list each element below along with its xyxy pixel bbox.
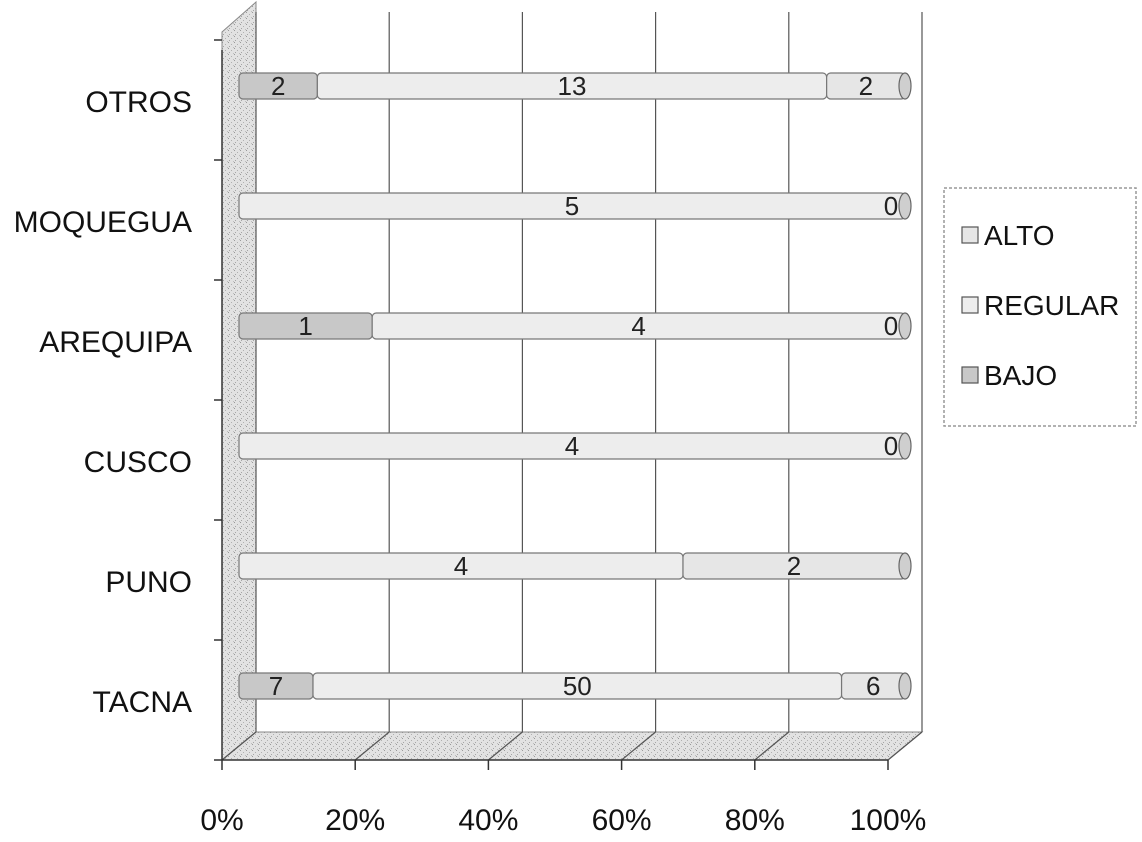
data-label: 7 (269, 671, 283, 701)
legend-label: BAJO (984, 360, 1057, 391)
bar-end-cap (898, 192, 912, 220)
legend-swatch (961, 296, 979, 314)
floor-gridline (754, 731, 790, 761)
x-tick-label: 20% (325, 804, 385, 837)
data-label: 0 (884, 311, 898, 341)
legend-swatch (961, 226, 979, 244)
floor-gridline (621, 731, 656, 761)
data-label: 5 (565, 191, 579, 221)
data-label: 2 (859, 71, 873, 101)
x-tick-label: 60% (592, 804, 652, 837)
legend-label: ALTO (984, 220, 1055, 251)
x-tick-labels: 0% 20% 40% 60% 80% 100% (200, 804, 926, 837)
data-label: 13 (558, 71, 587, 101)
category-label: CUSCO (84, 446, 192, 479)
data-label: 4 (454, 551, 468, 581)
x-tick-label: 0% (200, 804, 243, 837)
legend: ALTO REGULAR BAJO (943, 187, 1137, 427)
floor (220, 731, 924, 761)
x-axis (214, 39, 889, 770)
bar-end-cap (898, 432, 912, 460)
data-label: 4 (631, 311, 645, 341)
bar-end-cap (898, 312, 912, 340)
data-label: 0 (884, 431, 898, 461)
gridlines (221, 12, 923, 761)
category-label: PUNO (105, 566, 192, 599)
category-labels: TACNA PUNO CUSCO AREQUIPA MOQUEGUA OTROS (14, 86, 192, 719)
data-label: 6 (866, 671, 880, 701)
floor-gridline (887, 731, 923, 761)
x-tick-label: 80% (725, 804, 785, 837)
side-wall (221, 0, 257, 762)
category-label: AREQUIPA (39, 326, 192, 359)
data-label: 2 (271, 71, 285, 101)
floor-gridline (221, 731, 257, 761)
data-label: 2 (787, 551, 801, 581)
floor-gridline (354, 731, 390, 761)
bar-end-cap (898, 72, 912, 100)
x-tick-label: 100% (850, 804, 927, 837)
data-label: 1 (298, 311, 312, 341)
data-label: 50 (563, 671, 592, 701)
legend-swatch (961, 366, 979, 384)
data-label: 0 (884, 191, 898, 221)
chart-walls (220, 0, 924, 762)
x-tick-label: 40% (458, 804, 518, 837)
data-label: 4 (565, 431, 579, 461)
floor-gridline (488, 731, 523, 761)
category-label: OTROS (85, 86, 192, 119)
category-label: MOQUEGUA (14, 206, 192, 239)
bar-end-cap (898, 672, 912, 700)
legend-label: REGULAR (984, 290, 1119, 321)
category-label: TACNA (93, 686, 192, 719)
bars: 75060420401400502132 (238, 71, 912, 701)
bar-end-cap (898, 552, 912, 580)
